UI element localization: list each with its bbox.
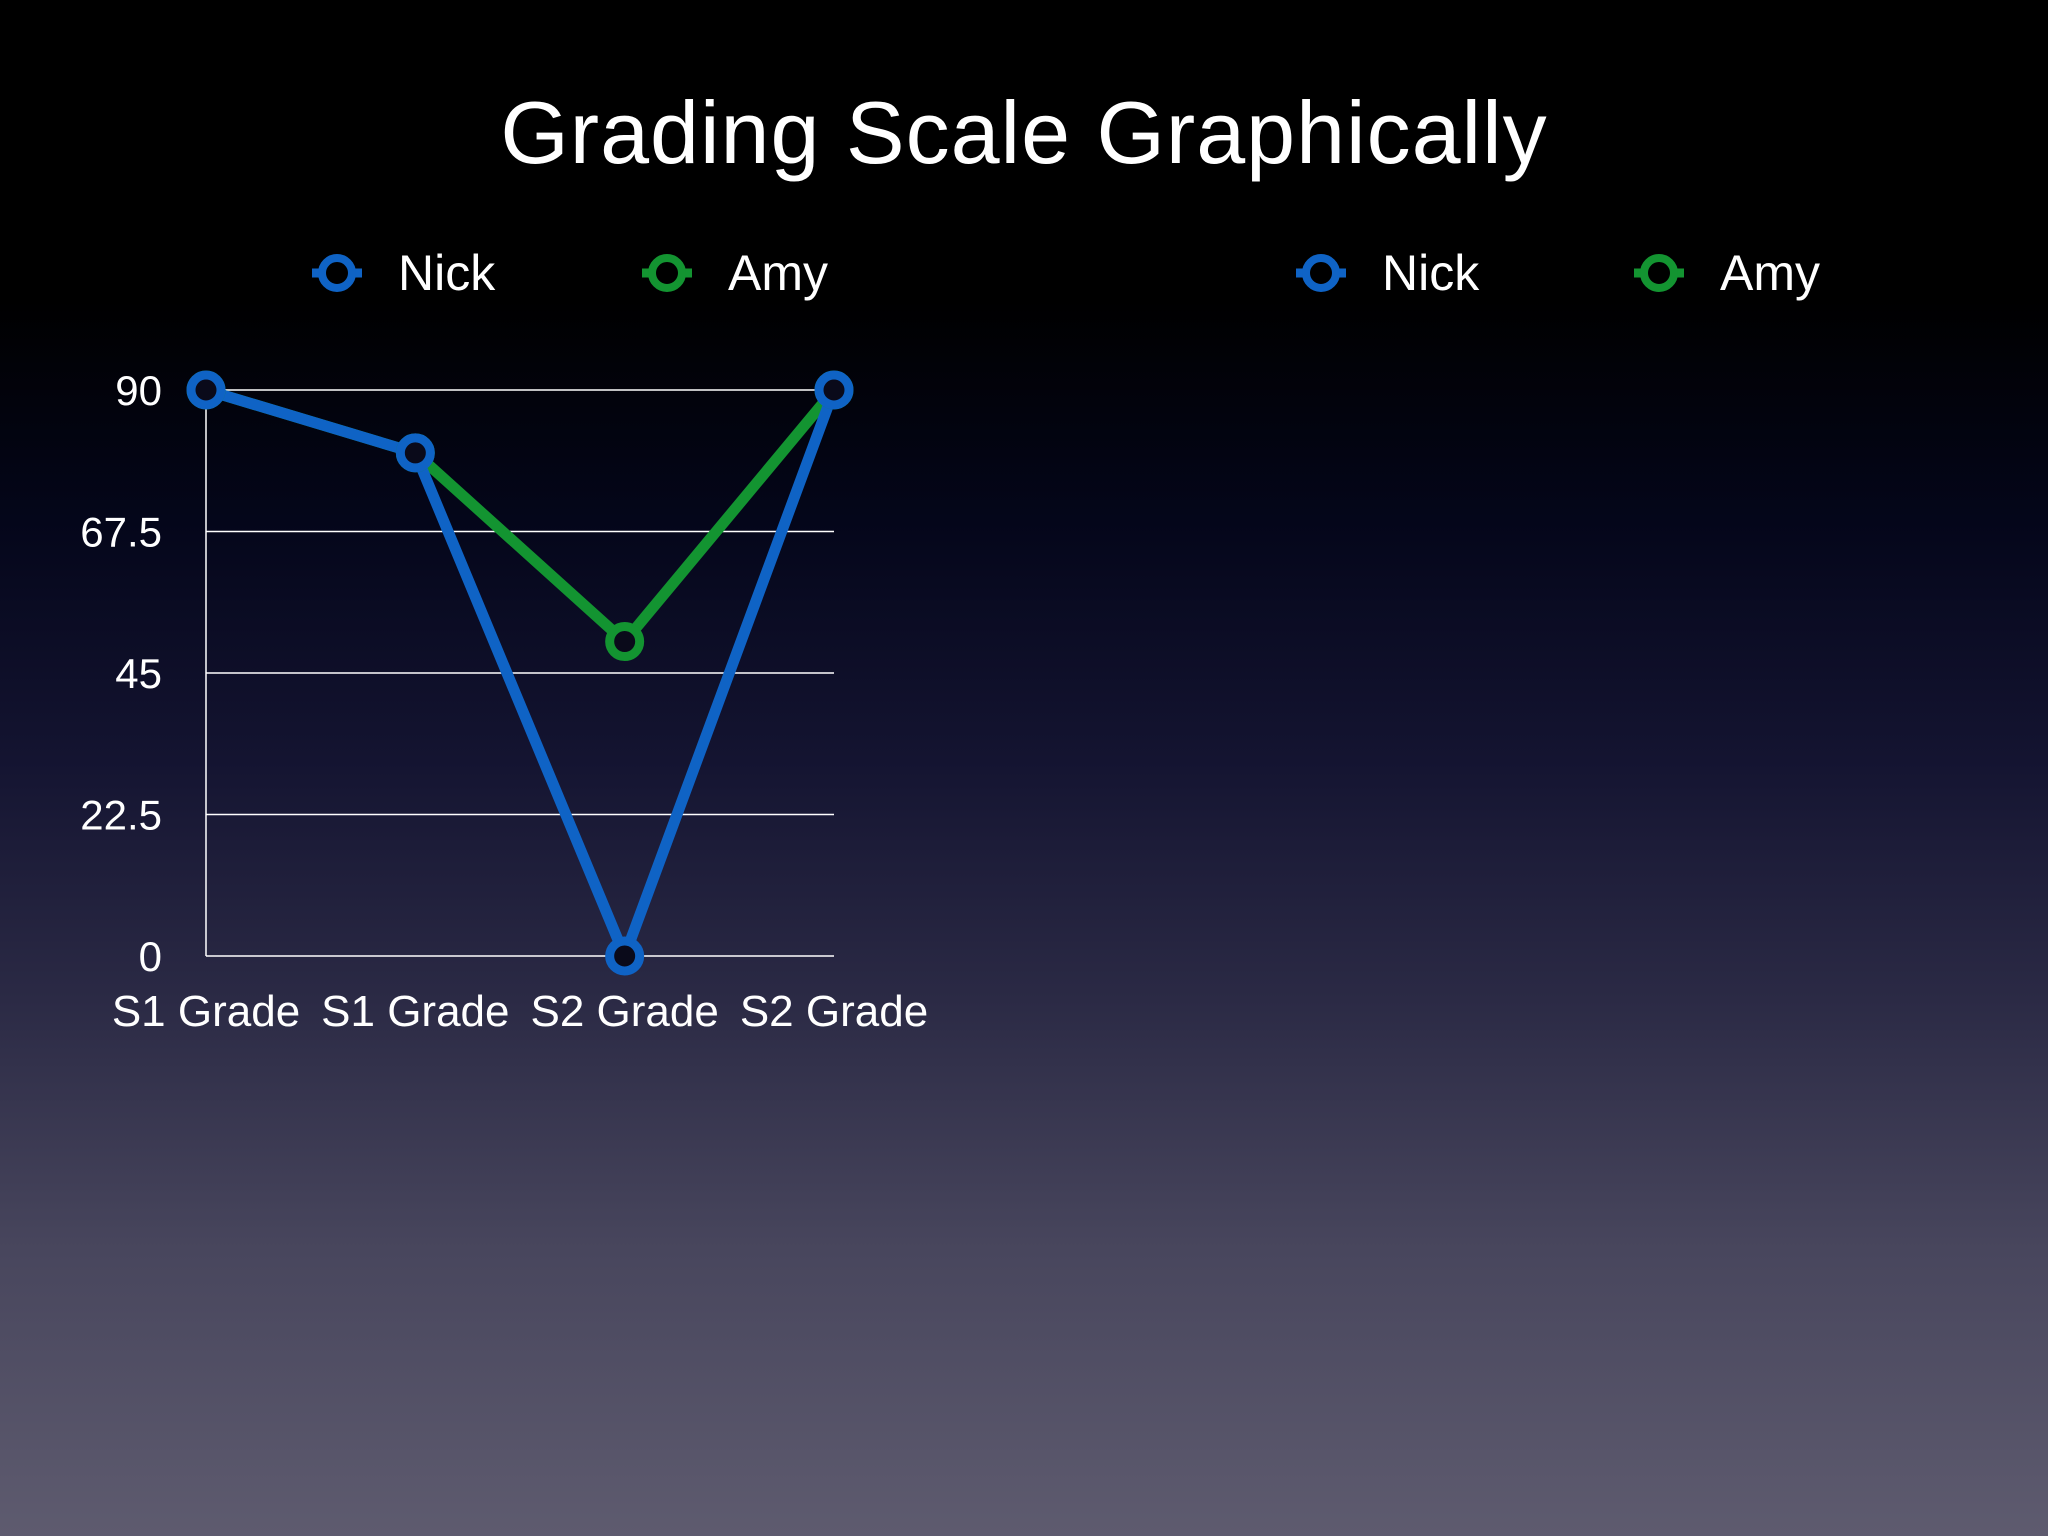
series-line-amy [200, 384, 840, 648]
legend-label-amy: Amy [728, 245, 828, 301]
slide-title: Grading Scale Graphically [500, 83, 1548, 182]
ring-marker-icon [1296, 254, 1346, 292]
data-point-nick [186, 370, 226, 410]
data-point-nick [395, 433, 435, 473]
data-point-nick [605, 936, 645, 976]
ring-marker-icon [312, 254, 362, 292]
data-point-nick [814, 370, 854, 410]
ring-marker-icon [1634, 254, 1684, 292]
legend-label-nick: Nick [398, 245, 496, 301]
x-tick-label: S2 Grade [530, 987, 718, 1036]
y-tick-label: 22.5 [80, 792, 162, 839]
y-tick-label: 0 [139, 933, 162, 980]
x-tick-label: S1 Grade [112, 987, 300, 1036]
x-tick-label: S2 Grade [740, 987, 928, 1036]
legend-label-nick: Nick [1382, 245, 1480, 301]
ring-marker-icon [642, 254, 692, 292]
y-tick-label: 45 [115, 650, 162, 697]
data-point-amy [605, 622, 645, 662]
x-tick-label: S1 Grade [321, 987, 509, 1036]
legend-label-amy: Amy [1720, 245, 1820, 301]
series-line-nick [200, 384, 840, 962]
y-tick-label: 90 [115, 367, 162, 414]
y-tick-label: 67.5 [80, 509, 162, 556]
